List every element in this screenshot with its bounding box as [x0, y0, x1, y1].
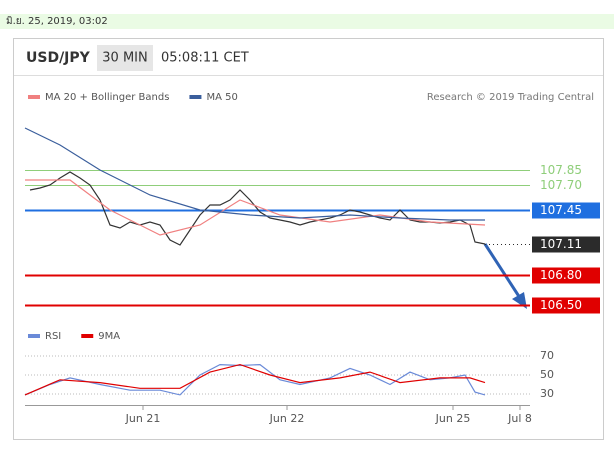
y-tick-label: 30	[540, 387, 554, 400]
y-tick-label: 70	[540, 349, 554, 362]
level-label: 106.50	[540, 298, 582, 312]
level-label: 107.11	[540, 237, 582, 251]
symbol: USD/JPY	[26, 50, 91, 66]
series-line	[24, 127, 485, 221]
top-bar	[0, 14, 614, 29]
x-tick-label: Jun 21	[125, 412, 161, 425]
level-label: 106.80	[540, 268, 582, 282]
series-line	[29, 171, 486, 246]
legend-swatch	[81, 334, 94, 338]
legend-swatch	[28, 95, 40, 99]
legend-swatch	[28, 334, 40, 338]
interval-box	[97, 45, 153, 71]
panel	[13, 38, 604, 440]
level-label-box	[532, 236, 600, 253]
source: Research © 2019 Trading Central	[427, 92, 594, 103]
forecast-arrow	[483, 243, 522, 299]
series-line	[24, 363, 486, 396]
time: 05:08:11 CET	[161, 51, 249, 66]
level-label: 107.70	[540, 178, 582, 192]
legend-label: MA 20 + Bollinger Bands	[45, 92, 169, 103]
level-label: 107.85	[540, 163, 582, 177]
level-label-box	[532, 297, 600, 314]
level-label: 107.45	[540, 203, 582, 217]
timestamp: มิ.ย. 25, 2019, 03:02	[6, 16, 108, 27]
x-tick-label: Jun 25	[435, 412, 471, 425]
level-label-box	[532, 202, 600, 219]
legend-label: 9MA	[98, 331, 120, 342]
interval: 30 MIN	[102, 51, 147, 66]
legend-swatch	[189, 95, 202, 99]
x-tick-label: Jun 22	[269, 412, 305, 425]
level-label-box	[532, 267, 600, 284]
y-tick-label: 50	[540, 368, 554, 381]
series-line	[24, 363, 486, 396]
legend-label: MA 50	[206, 92, 237, 103]
legend-label: RSI	[45, 331, 61, 342]
x-tick-label: Jul 8	[507, 412, 532, 425]
